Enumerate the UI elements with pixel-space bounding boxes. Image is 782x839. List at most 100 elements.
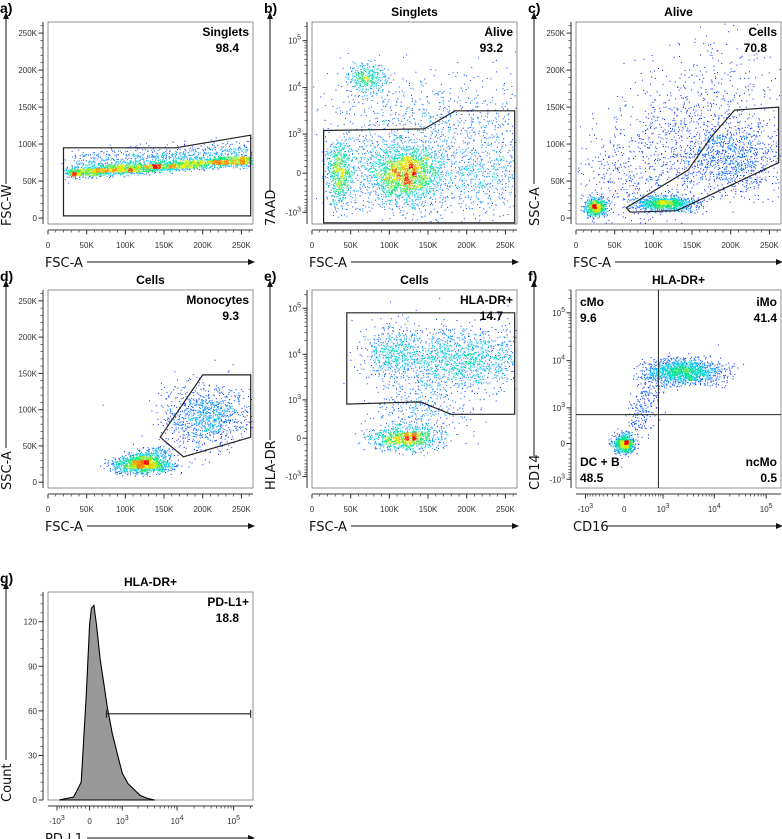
data-point xyxy=(222,158,224,159)
data-point xyxy=(241,163,243,165)
data-point xyxy=(197,152,199,154)
data-point xyxy=(97,171,99,173)
data-point xyxy=(201,157,203,159)
data-point xyxy=(119,161,121,163)
data-point xyxy=(107,167,109,168)
data-point xyxy=(172,154,174,156)
data-point xyxy=(207,147,209,149)
data-point xyxy=(391,209,393,211)
data-point xyxy=(193,161,195,163)
data-point xyxy=(481,166,483,167)
data-point xyxy=(452,72,454,74)
data-point xyxy=(101,165,103,167)
data-point xyxy=(417,205,419,207)
data-point xyxy=(388,91,390,93)
data-point xyxy=(101,163,103,165)
data-point xyxy=(419,98,421,100)
data-point xyxy=(225,156,227,158)
data-point xyxy=(374,124,376,126)
data-point xyxy=(175,150,177,152)
data-point xyxy=(343,136,345,138)
data-point xyxy=(505,190,506,191)
data-point xyxy=(239,163,240,165)
data-point xyxy=(410,139,412,141)
data-point xyxy=(440,113,442,115)
data-point xyxy=(129,161,131,163)
data-point xyxy=(105,171,107,173)
data-point xyxy=(123,161,125,163)
data-point xyxy=(229,160,231,162)
data-point xyxy=(226,160,228,162)
data-point xyxy=(114,172,116,173)
data-point xyxy=(225,161,227,163)
data-point xyxy=(330,203,332,205)
data-point xyxy=(169,170,171,172)
data-point xyxy=(414,196,416,198)
data-point xyxy=(407,119,409,121)
data-point xyxy=(354,62,356,64)
data-point xyxy=(97,158,99,160)
data-point xyxy=(174,167,176,169)
data-point xyxy=(502,123,504,125)
data-point xyxy=(246,160,248,162)
data-point xyxy=(240,162,242,164)
data-point xyxy=(109,170,111,172)
data-point xyxy=(476,107,478,108)
data-point xyxy=(118,172,120,174)
data-point xyxy=(491,165,493,167)
data-point xyxy=(390,106,392,108)
data-point xyxy=(123,172,125,174)
data-point xyxy=(348,188,350,190)
data-point xyxy=(215,137,217,139)
data-point xyxy=(126,165,128,166)
data-point xyxy=(374,59,376,61)
data-point xyxy=(361,175,363,177)
data-point xyxy=(500,188,502,190)
data-point xyxy=(224,159,226,161)
data-point xyxy=(474,134,476,136)
data-point xyxy=(434,130,436,132)
data-point xyxy=(85,169,87,171)
data-point xyxy=(235,156,237,158)
data-point xyxy=(91,168,93,170)
data-point xyxy=(174,168,176,170)
data-point xyxy=(461,180,463,182)
data-point xyxy=(191,166,193,168)
data-point xyxy=(368,206,370,208)
data-point xyxy=(476,151,478,153)
data-point xyxy=(468,206,470,208)
data-point xyxy=(249,165,251,167)
data-point xyxy=(248,159,250,161)
data-point xyxy=(348,150,349,152)
data-point xyxy=(118,172,120,174)
data-point xyxy=(131,168,133,170)
data-point xyxy=(197,166,198,168)
data-point xyxy=(452,146,454,148)
data-point xyxy=(245,151,247,153)
data-point xyxy=(81,174,83,176)
data-point xyxy=(363,205,365,206)
data-point xyxy=(340,142,342,144)
data-point xyxy=(204,163,206,165)
data-point xyxy=(221,158,223,160)
data-point xyxy=(364,162,366,164)
data-point xyxy=(129,164,131,166)
data-point xyxy=(229,156,231,158)
data-point xyxy=(85,160,87,162)
data-point xyxy=(95,173,97,175)
data-point xyxy=(113,160,115,162)
data-point xyxy=(224,166,226,168)
data-point xyxy=(344,151,346,152)
data-point xyxy=(94,154,96,156)
data-point xyxy=(139,173,141,175)
data-point xyxy=(425,175,427,176)
data-point xyxy=(441,84,442,86)
data-point xyxy=(96,167,98,169)
data-point xyxy=(105,164,107,166)
data-point xyxy=(119,171,121,173)
data-point xyxy=(197,160,199,162)
data-point xyxy=(170,167,172,169)
data-point xyxy=(197,162,199,164)
data-point xyxy=(508,113,510,115)
data-point xyxy=(221,160,223,162)
